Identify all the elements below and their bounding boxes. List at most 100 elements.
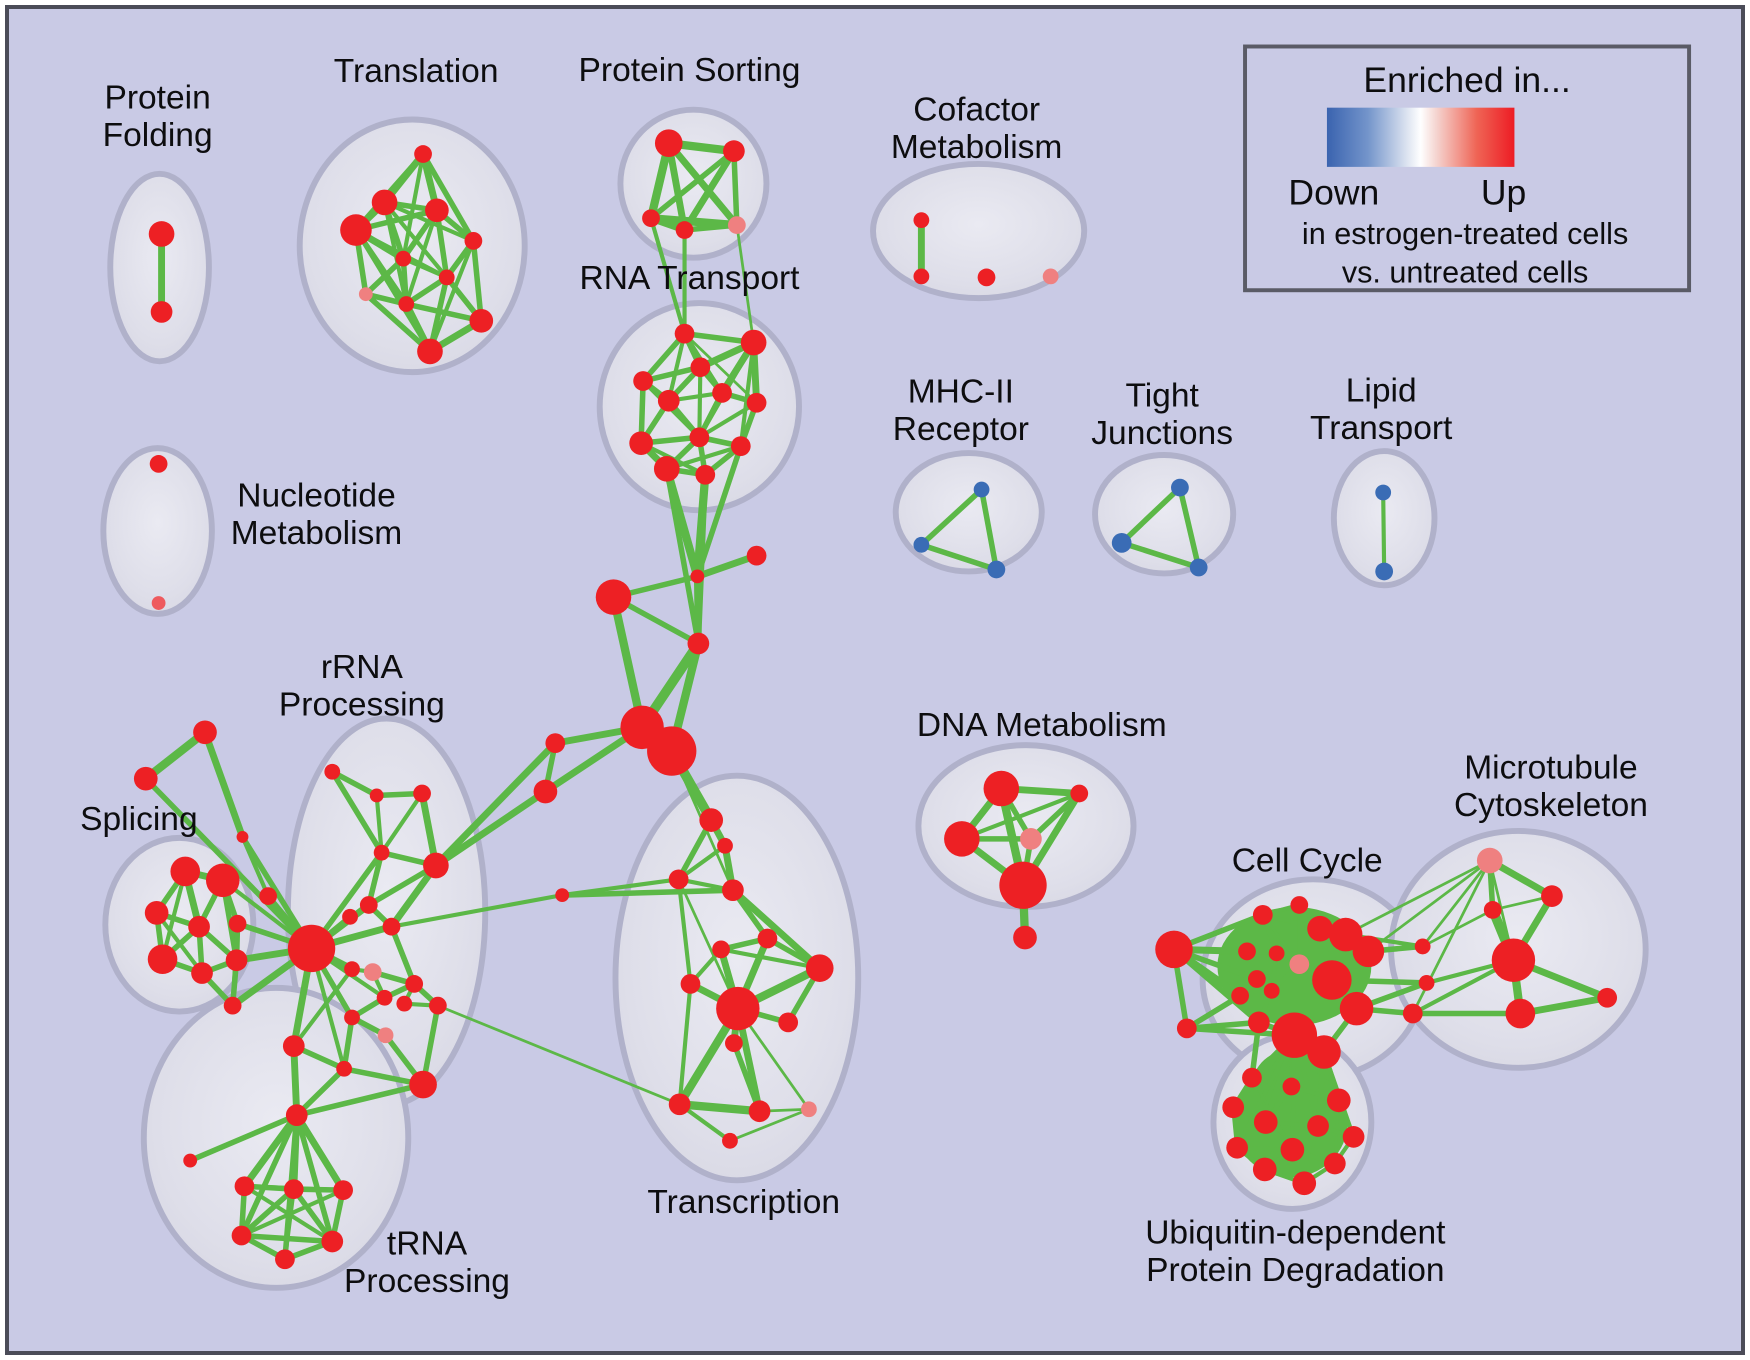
network-edge bbox=[664, 466, 702, 647]
gene-set-node bbox=[231, 1225, 252, 1246]
gene-set-node bbox=[413, 784, 431, 803]
gene-set-node bbox=[642, 209, 660, 228]
network-edge bbox=[238, 1186, 297, 1239]
gene-set-node bbox=[629, 431, 653, 456]
gene-set-node bbox=[1328, 917, 1363, 952]
network-edge bbox=[718, 947, 822, 971]
network-edge bbox=[379, 791, 425, 855]
gene-set-node bbox=[690, 569, 705, 584]
gene-set-node bbox=[133, 766, 158, 791]
gene-set-node bbox=[730, 436, 751, 457]
gene-set-node bbox=[428, 996, 447, 1015]
legend-subtitle-line2: vs. untreated cells bbox=[1342, 255, 1588, 289]
legend-box bbox=[1243, 44, 1692, 293]
gene-set-node bbox=[1541, 885, 1563, 907]
gene-set-node bbox=[396, 995, 413, 1012]
gene-set-node bbox=[722, 1132, 738, 1149]
gene-set-node bbox=[1326, 1088, 1351, 1113]
gene-set-node bbox=[228, 914, 247, 933]
network-edge bbox=[432, 788, 549, 869]
gene-set-node bbox=[1271, 1012, 1318, 1058]
gene-set-node bbox=[1268, 945, 1285, 962]
gene-set-node bbox=[149, 455, 168, 473]
gene-set-node bbox=[913, 212, 930, 229]
gene-set-node bbox=[723, 140, 745, 162]
gene-set-node bbox=[1491, 938, 1536, 982]
network-edge bbox=[329, 769, 380, 799]
gene-set-node bbox=[1222, 1096, 1245, 1119]
network-edge bbox=[640, 330, 688, 384]
gene-set-node bbox=[377, 1027, 394, 1044]
network-edge bbox=[729, 886, 824, 972]
gene-set-node bbox=[805, 954, 834, 982]
network-edge bbox=[420, 151, 477, 244]
network-edge bbox=[1421, 859, 1492, 948]
cluster-label-cell-cycle: Cell Cycle bbox=[1232, 842, 1383, 879]
gene-set-node bbox=[259, 887, 278, 905]
gene-set-node bbox=[748, 1100, 771, 1123]
gene-set-node bbox=[1312, 960, 1352, 1000]
gene-set-node bbox=[680, 974, 701, 994]
network-edge bbox=[432, 739, 559, 869]
gene-set-node bbox=[746, 392, 767, 413]
gene-set-node bbox=[1352, 935, 1385, 968]
gene-set-node bbox=[1483, 901, 1502, 919]
network-edge bbox=[436, 1004, 682, 1106]
network-edge bbox=[238, 1232, 336, 1245]
network-edge bbox=[1261, 913, 1301, 966]
network-edge bbox=[238, 1112, 300, 1239]
gene-set-node bbox=[144, 901, 169, 925]
network-edge bbox=[664, 444, 743, 471]
gene-set-node bbox=[983, 770, 1020, 807]
cluster-label-rrna-processing: rRNA Processing bbox=[279, 649, 445, 723]
gene-set-node bbox=[1323, 1152, 1346, 1175]
gene-set-node bbox=[1375, 562, 1394, 581]
gene-set-node bbox=[382, 917, 401, 936]
gene-set-node bbox=[344, 1009, 360, 1026]
gene-set-node bbox=[1342, 1126, 1365, 1148]
gene-set-node bbox=[336, 1060, 353, 1077]
gene-set-node bbox=[1247, 1011, 1270, 1034]
gene-set-node bbox=[653, 456, 680, 482]
gene-set-node bbox=[633, 371, 653, 391]
gene-set-node bbox=[1597, 987, 1618, 1008]
gene-set-node bbox=[1307, 915, 1333, 942]
gene-set-node bbox=[324, 763, 341, 780]
gene-set-node bbox=[414, 145, 432, 163]
network-edge bbox=[143, 775, 315, 952]
gene-set-node bbox=[150, 301, 173, 323]
gene-set-node bbox=[1253, 1110, 1278, 1134]
network-edge bbox=[389, 893, 565, 929]
network-edge bbox=[388, 923, 417, 987]
gene-set-node bbox=[1307, 1115, 1329, 1137]
cluster-label-rna-transport: RNA Transport bbox=[579, 260, 800, 297]
gene-set-node bbox=[674, 323, 695, 344]
network-edge bbox=[293, 1111, 347, 1194]
network-edge bbox=[290, 1042, 301, 1119]
network-edge bbox=[731, 1040, 763, 1114]
gene-set-node bbox=[1289, 954, 1310, 975]
network-edge bbox=[282, 1187, 296, 1262]
gene-set-node bbox=[369, 788, 384, 803]
network-edge bbox=[403, 301, 485, 324]
network-edge bbox=[559, 887, 736, 898]
gene-set-node bbox=[1375, 484, 1392, 501]
gene-set-node bbox=[1226, 1136, 1248, 1159]
network-edge bbox=[241, 1111, 301, 1190]
gene-set-node bbox=[417, 338, 443, 365]
network-edge bbox=[683, 332, 758, 405]
network-edge bbox=[1344, 859, 1492, 936]
gene-set-node bbox=[1111, 532, 1132, 553]
gene-set-node bbox=[234, 1176, 255, 1197]
gene-set-node bbox=[654, 129, 683, 158]
gene-set-node bbox=[398, 296, 415, 312]
gene-set-node bbox=[282, 1035, 305, 1057]
network-edge bbox=[677, 877, 740, 1010]
gene-set-node bbox=[987, 560, 1006, 579]
gene-set-node bbox=[191, 962, 213, 984]
gene-set-node bbox=[1282, 1077, 1301, 1096]
gene-set-node bbox=[151, 596, 166, 610]
gene-set-node bbox=[359, 896, 378, 914]
network-edge bbox=[738, 340, 756, 449]
